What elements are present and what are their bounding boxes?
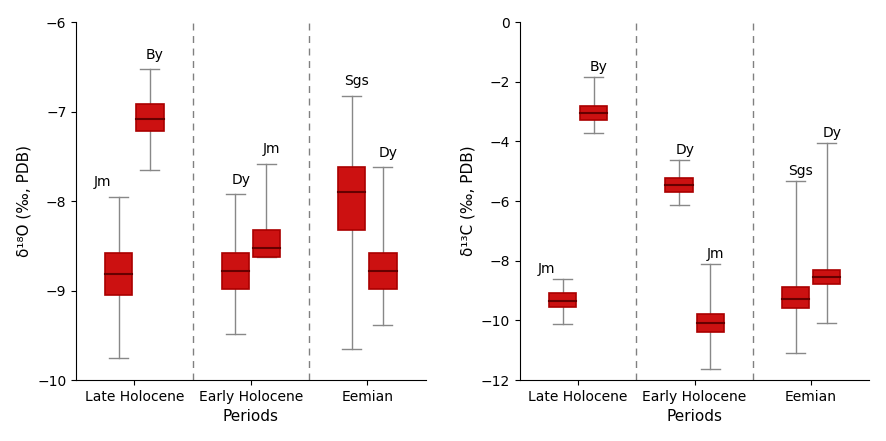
Text: Jm: Jm [538, 262, 555, 276]
Y-axis label: δ¹³C (‰, PDB): δ¹³C (‰, PDB) [461, 146, 476, 256]
Bar [665, 178, 693, 191]
Bar [580, 106, 607, 120]
Text: Jm: Jm [94, 176, 111, 190]
X-axis label: Periods: Periods [666, 409, 723, 424]
Text: Jm: Jm [262, 142, 280, 157]
Bar [696, 314, 724, 332]
Bar [813, 270, 840, 284]
Text: Jm: Jm [706, 247, 724, 262]
Text: Sgs: Sgs [344, 75, 369, 88]
Bar [136, 105, 164, 131]
Text: By: By [146, 48, 164, 62]
Text: Dy: Dy [231, 173, 251, 187]
Bar [105, 253, 133, 295]
Text: Dy: Dy [823, 126, 842, 140]
Bar [549, 293, 576, 307]
Text: Sgs: Sgs [788, 164, 812, 178]
Text: Dy: Dy [675, 143, 695, 157]
Bar [782, 287, 809, 308]
Bar [222, 253, 249, 289]
X-axis label: Periods: Periods [223, 409, 279, 424]
Y-axis label: δ¹⁸O (‰, PDB): δ¹⁸O (‰, PDB) [17, 145, 32, 257]
Bar [369, 253, 397, 289]
Bar [253, 230, 280, 257]
Bar [338, 167, 365, 230]
Text: Dy: Dy [379, 146, 398, 160]
Text: By: By [590, 60, 608, 75]
